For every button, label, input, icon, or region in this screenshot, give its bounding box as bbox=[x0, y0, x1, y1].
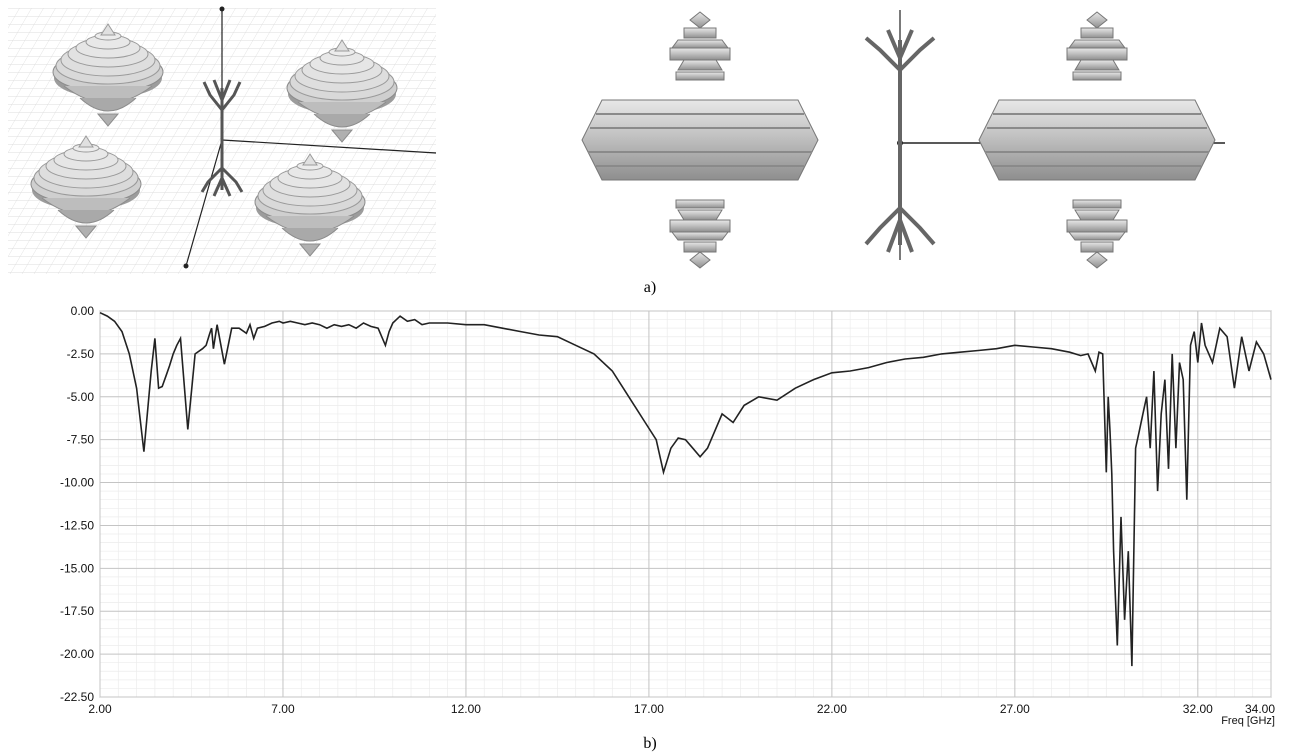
y-tick-label: -20.00 bbox=[60, 647, 94, 661]
feed-tree-side bbox=[864, 29, 936, 253]
x-tick-label: 17.00 bbox=[634, 702, 664, 716]
x-tick-label: 2.00 bbox=[88, 702, 112, 716]
y-tick-labels: 0.00 -2.50 -5.00 -7.50 -10.00 -12.50 -15.00 -17… bbox=[60, 304, 94, 704]
x-tick-labels: 2.00 7.00 12.00 17.00 22.00 27.00 32.00 34.00 bbox=[88, 702, 1275, 716]
side-element-left bbox=[581, 11, 819, 269]
y-tick-label: 0.00 bbox=[71, 304, 95, 318]
antenna-perspective-view bbox=[8, 6, 437, 274]
x-tick-label: 34.00 bbox=[1245, 702, 1275, 716]
x-tick-label: 7.00 bbox=[271, 702, 295, 716]
y-tick-label: -5.00 bbox=[67, 390, 95, 404]
y-tick-label: -15.00 bbox=[60, 561, 94, 575]
x-tick-label: 27.00 bbox=[1000, 702, 1030, 716]
y-tick-label: -2.50 bbox=[67, 347, 95, 361]
caption-b: b) bbox=[643, 735, 656, 752]
feed-tree-perspective bbox=[200, 79, 244, 197]
side-element-right bbox=[978, 11, 1216, 269]
y-tick-label: -22.50 bbox=[60, 690, 94, 704]
y-tick-label: -10.00 bbox=[60, 476, 94, 490]
x-axis-label: Freq [GHz] bbox=[1221, 715, 1275, 727]
series-line bbox=[99, 311, 1272, 667]
antenna-side-view bbox=[581, 10, 1225, 269]
y-tick-label: -7.50 bbox=[67, 433, 95, 447]
y-tick-label: -12.50 bbox=[60, 518, 94, 532]
x-tick-label: 12.00 bbox=[451, 702, 481, 716]
x-tick-label: 22.00 bbox=[817, 702, 847, 716]
x-tick-label: 32.00 bbox=[1183, 702, 1213, 716]
major-grid bbox=[99, 310, 1272, 698]
y-tick-label: -17.50 bbox=[60, 604, 94, 618]
s-parameter-chart: 0.00 -2.50 -5.00 -7.50 -10.00 -12.50 -15.00 -17… bbox=[60, 304, 1275, 727]
caption-a: a) bbox=[644, 279, 656, 296]
